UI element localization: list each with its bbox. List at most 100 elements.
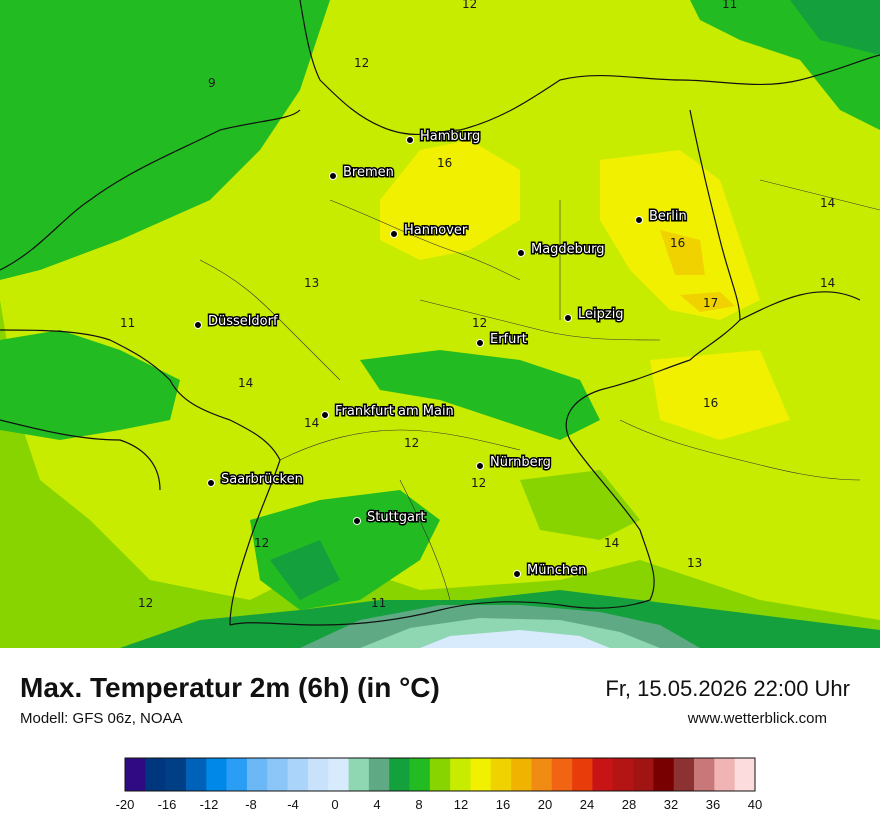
city-marker — [321, 411, 329, 419]
temperature-map: 12 11 9 12 16 14 16 13 14 17 11 12 14 16… — [0, 0, 880, 648]
color-swatch — [714, 758, 735, 791]
model-info: Modell: GFS 06z, NOAA — [20, 710, 183, 727]
color-scale-tick-label: 4 — [373, 797, 380, 812]
city-label: Leipzig — [578, 307, 624, 322]
color-scale-swatches — [124, 757, 756, 792]
isotherm-label: 9 — [208, 76, 216, 90]
color-swatch — [246, 758, 268, 791]
color-swatch — [125, 758, 146, 791]
color-scale-tick-label: 28 — [622, 797, 636, 812]
city-label: Düsseldorf — [208, 314, 278, 329]
isotherm-label: 16 — [670, 236, 685, 250]
color-scale-tick-label: 20 — [538, 797, 552, 812]
color-swatch — [206, 758, 227, 791]
city-label: Magdeburg — [531, 242, 605, 257]
color-swatch — [185, 758, 207, 791]
color-swatch — [348, 758, 370, 791]
city-label: Nürnberg — [490, 455, 551, 470]
city-label: Frankfurt am Main — [335, 404, 454, 419]
isotherm-label: 16 — [437, 156, 452, 170]
isotherm-label: 11 — [120, 316, 135, 330]
isotherm-label: 12 — [462, 0, 477, 11]
map-canvas: 12 11 9 12 16 14 16 13 14 17 11 12 14 16… — [0, 0, 880, 648]
temperature-fields — [0, 0, 880, 648]
isotherm-label: 13 — [687, 556, 702, 570]
color-swatch — [653, 758, 675, 791]
city-label: Berlin — [649, 209, 687, 224]
color-scale-tick-label: -12 — [200, 797, 219, 812]
city-label: Bremen — [343, 165, 394, 180]
isotherm-label: 11 — [371, 596, 386, 610]
color-swatch — [409, 758, 431, 791]
color-scale-tick-label: 40 — [748, 797, 762, 812]
city-marker — [476, 462, 484, 470]
isotherm-label: 12 — [472, 316, 487, 330]
city-marker — [476, 339, 484, 347]
color-swatch — [267, 758, 288, 791]
cities: Hamburg Bremen Hannover Berlin Magdeburg… — [194, 128, 688, 580]
color-scale-tick-label: 8 — [415, 797, 422, 812]
color-swatch — [470, 758, 492, 791]
city-label: München — [527, 563, 586, 578]
isotherm-label: 12 — [354, 56, 369, 70]
color-swatch — [511, 758, 532, 791]
color-scale-tick-label: 36 — [706, 797, 720, 812]
city-label: Erfurt — [490, 332, 527, 347]
color-scale-border — [124, 757, 756, 792]
city-marker — [635, 216, 643, 224]
city-marker — [194, 321, 202, 329]
isotherm-labels: 12 11 9 12 16 14 16 13 14 17 11 12 14 16… — [120, 0, 835, 610]
valid-datetime: Fr, 15.05.2026 22:00 Uhr — [605, 676, 850, 701]
isotherm-label: 14 — [820, 196, 835, 210]
color-swatch — [287, 758, 309, 791]
isotherm-label: 14 — [238, 376, 253, 390]
isotherm-label: 12 — [471, 476, 486, 490]
color-swatch — [633, 758, 654, 791]
border-lines — [0, 0, 880, 626]
city-marker — [406, 136, 414, 144]
color-swatch — [572, 758, 593, 791]
color-swatch — [368, 758, 390, 791]
city-label: Hannover — [404, 223, 468, 238]
color-swatch — [734, 758, 756, 791]
color-scale-tick-label: 24 — [580, 797, 594, 812]
color-swatch — [389, 758, 410, 791]
color-swatch — [551, 758, 573, 791]
color-scale-tick-label: -8 — [245, 797, 257, 812]
color-scale-tick-label: 16 — [496, 797, 510, 812]
color-scale-tick-label: 12 — [454, 797, 468, 812]
isotherm-label: 11 — [722, 0, 737, 11]
isotherm-label: 17 — [703, 296, 718, 310]
isotherm-label: 12 — [254, 536, 269, 550]
color-swatch — [592, 758, 614, 791]
city-label: Stuttgart — [367, 510, 425, 525]
isotherm-label: 14 — [604, 536, 619, 550]
color-swatch — [612, 758, 634, 791]
isotherm-label: 12 — [138, 596, 153, 610]
website-link: www.wetterblick.com — [687, 710, 827, 727]
info-panel: Max. Temperatur 2m (6h) (in °C) Modell: … — [0, 648, 880, 830]
city-marker — [564, 314, 572, 322]
color-scale-ticks: -20 -16 -12 -8 -4 0 4 8 12 16 20 24 28 32 36 40 — [116, 797, 763, 812]
color-swatch — [226, 758, 248, 791]
city-marker — [329, 172, 337, 180]
color-swatch — [328, 758, 349, 791]
color-swatch — [694, 758, 715, 791]
color-swatch — [145, 758, 166, 791]
city-marker — [517, 249, 525, 257]
city-marker — [513, 570, 521, 578]
color-swatch — [490, 758, 512, 791]
color-swatch — [531, 758, 553, 791]
isotherm-label: 13 — [304, 276, 319, 290]
color-swatch — [165, 758, 187, 791]
color-scale-tick-label: 0 — [331, 797, 338, 812]
isotherm-label: 16 — [703, 396, 718, 410]
isotherm-label: 14 — [820, 276, 835, 290]
color-swatch — [307, 758, 329, 791]
city-label: Saarbrücken — [221, 472, 303, 487]
color-scale-tick-label: -16 — [158, 797, 177, 812]
map-title: Max. Temperatur 2m (6h) (in °C) — [20, 672, 440, 703]
color-scale-tick-label: -20 — [116, 797, 135, 812]
color-scale: -20 -16 -12 -8 -4 0 4 8 12 16 20 24 28 32 36 40 — [116, 757, 763, 812]
color-swatch — [673, 758, 695, 791]
